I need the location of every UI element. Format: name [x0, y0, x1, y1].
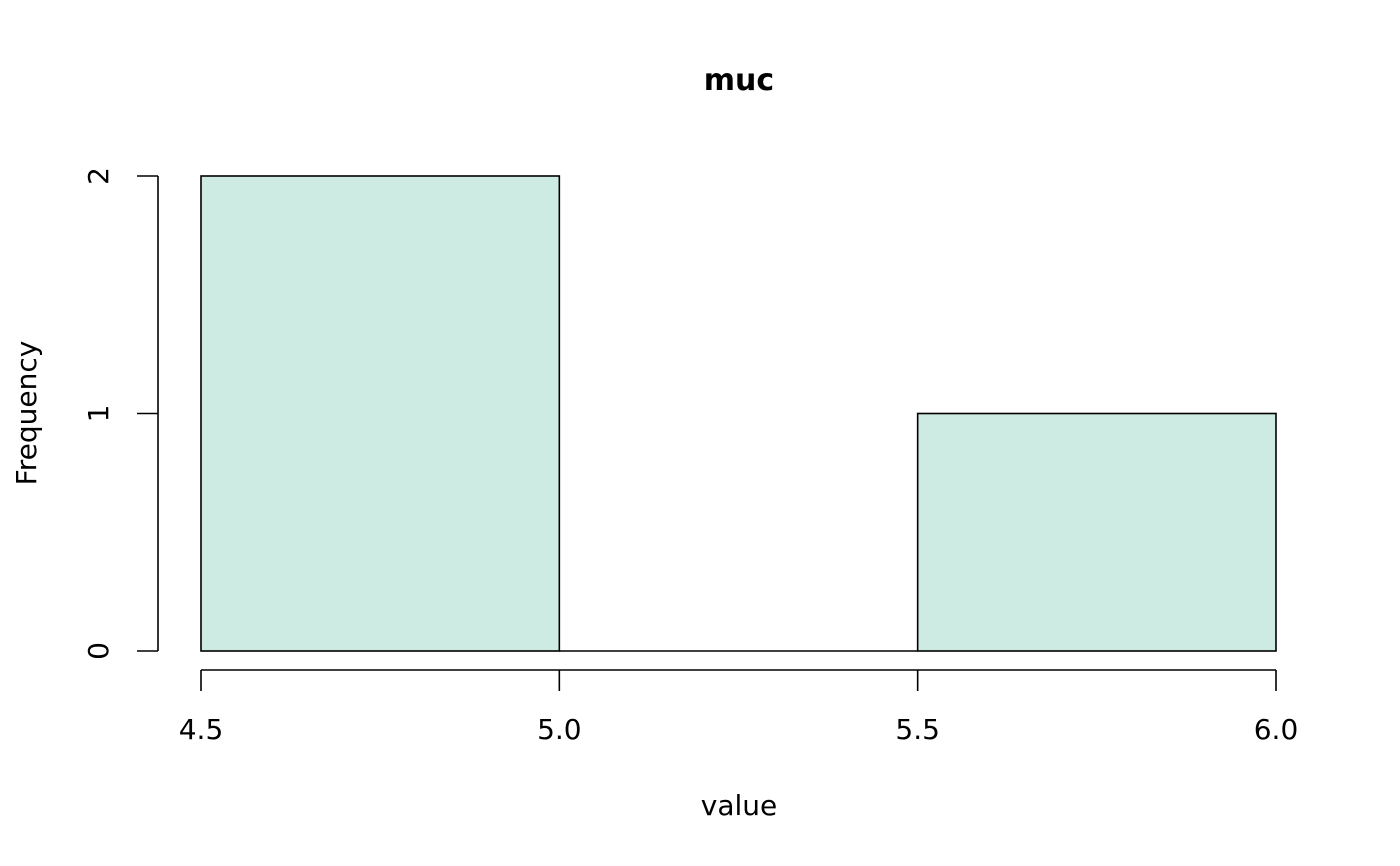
x-axis: 4.5 5.0 5.5 6.0	[179, 669, 1299, 746]
histogram-bar-2	[916, 412, 1277, 652]
y-axis-label: Frequency	[10, 341, 43, 486]
x-tick-label-0: 4.5	[179, 713, 224, 746]
y-tick-label-0: 0	[82, 642, 115, 660]
y-tick-label-1: 1	[82, 405, 115, 423]
x-axis-label: value	[701, 789, 777, 822]
chart-title: muc	[704, 63, 774, 98]
x-tick-label-3: 6.0	[1254, 713, 1299, 746]
y-tick-label-2: 2	[82, 167, 115, 185]
x-tick-label-2: 5.5	[895, 713, 940, 746]
y-axis: 0 1 2	[82, 167, 159, 660]
histogram-bar-0	[200, 175, 561, 652]
x-tick-label-1: 5.0	[537, 713, 582, 746]
bars-group	[200, 175, 1277, 652]
